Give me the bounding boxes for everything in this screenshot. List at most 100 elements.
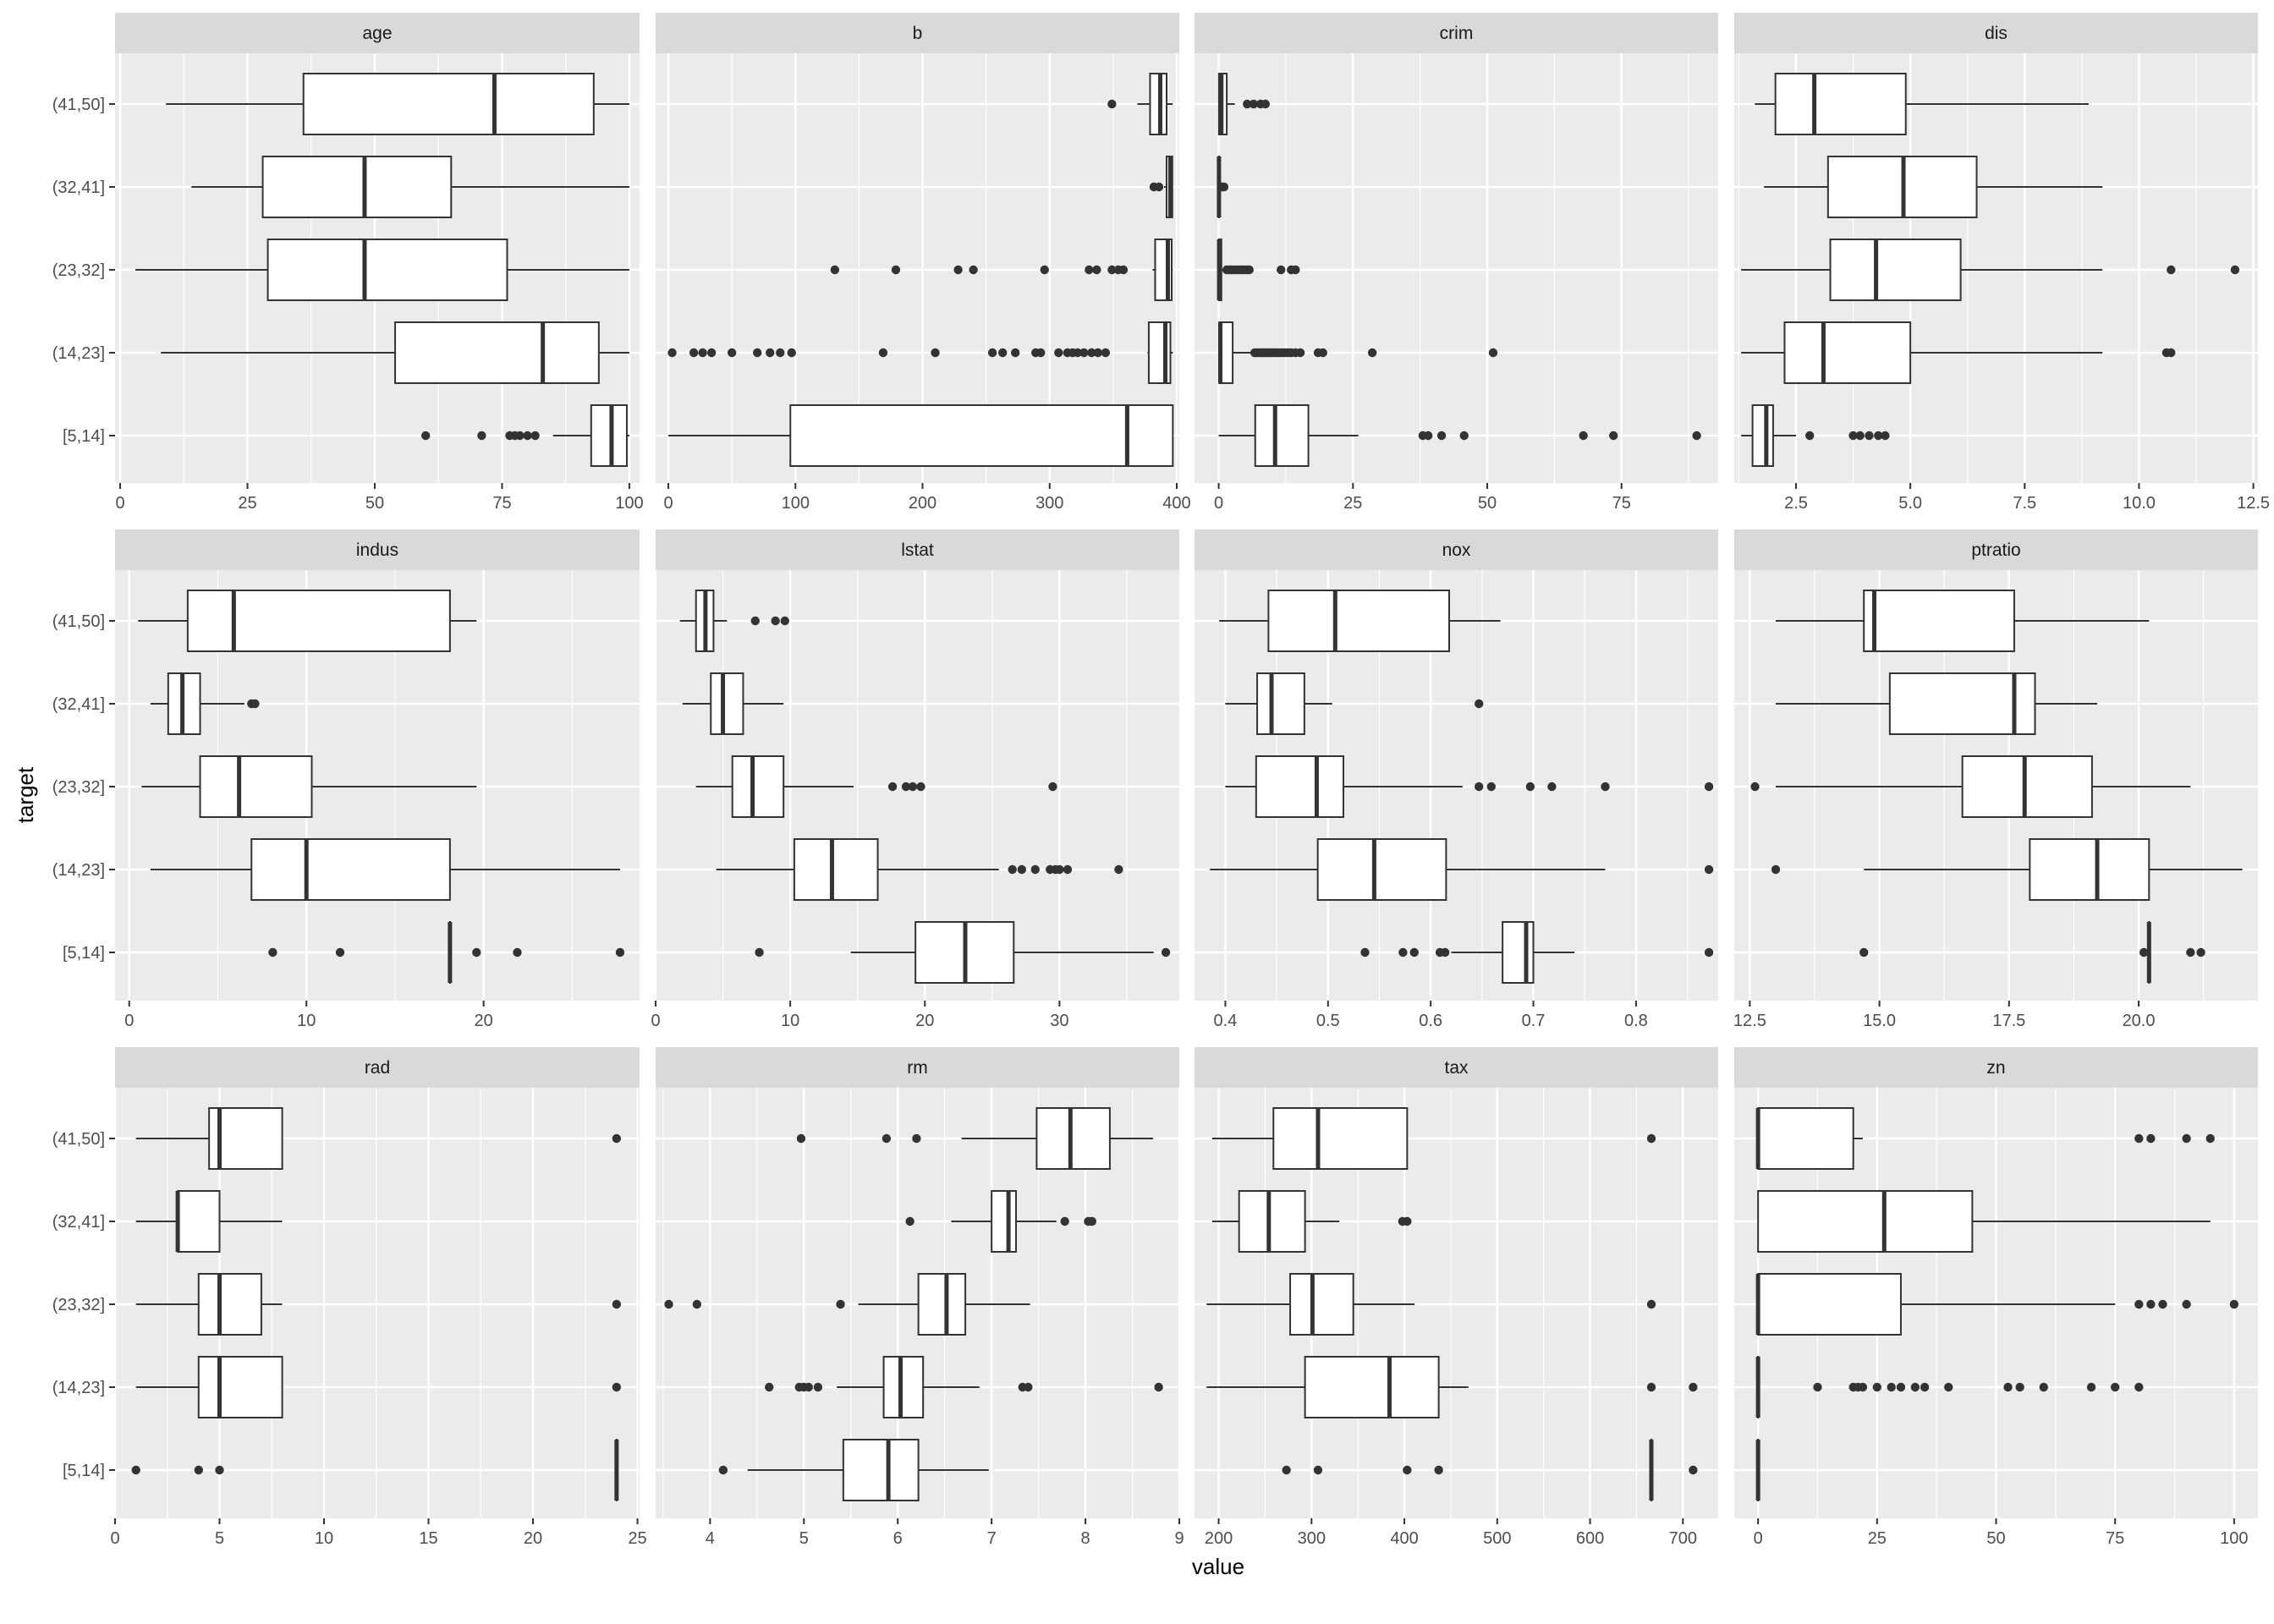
outlier-point [787, 348, 796, 358]
outlier-point [2039, 1382, 2048, 1392]
outlier-point [1475, 699, 1484, 709]
y-tick-label: (14,23] [52, 344, 105, 363]
outlier-point [1848, 431, 1858, 441]
outlier-point [131, 1465, 140, 1475]
facet-strip [1734, 529, 2258, 570]
box-rad-(32,41] [135, 1190, 283, 1253]
panel-background [115, 1088, 640, 1518]
box-iqr [731, 755, 785, 818]
outlier-point [931, 348, 940, 358]
outlier-point [1092, 265, 1101, 275]
y-tick-label: (14,23] [52, 861, 105, 880]
box-iqr [882, 1356, 925, 1418]
y-tick-label: (23,32] [52, 1296, 105, 1314]
x-tick-label: 0 [115, 494, 124, 513]
box-lstat-(14,23] [716, 838, 1123, 901]
box-indus-(23,32] [141, 755, 477, 818]
box-crim-(32,41] [1217, 156, 1229, 218]
x-tick-label: 30 [1050, 1012, 1068, 1030]
box-indus-(41,50] [138, 590, 477, 652]
box-crim-[5,14] [1218, 404, 1701, 467]
facet-panel-crim: crim 0 25 50 75 [1195, 13, 1718, 513]
outlier-point [755, 947, 764, 957]
outlier-point [804, 1382, 814, 1392]
y-tick-label: (41,50] [52, 1130, 105, 1149]
x-tick-label: 8 [1081, 1529, 1090, 1548]
x-tick-label: 10 [781, 1012, 799, 1030]
y-axis-title: target [13, 766, 38, 823]
outlier-point [1030, 864, 1040, 875]
outlier-point [878, 348, 888, 358]
outlier-point [1646, 1382, 1656, 1392]
x-tick-label: 10 [297, 1012, 316, 1030]
box-crim-(41,50] [1217, 73, 1271, 135]
x-tick-label: 2.5 [1784, 494, 1808, 513]
outlier-point [1459, 431, 1469, 441]
y-tick-label: (32,41] [52, 1213, 105, 1232]
outlier-point [882, 1133, 892, 1144]
x-tick-label: 50 [1478, 494, 1497, 513]
outlier-point [1859, 947, 1869, 957]
outlier-point [2167, 348, 2176, 358]
box-iqr [1035, 1107, 1111, 1170]
box-lstat-(23,32] [695, 755, 1057, 818]
x-tick-label: 400 [1162, 494, 1190, 513]
box-lstat-[5,14] [755, 921, 1171, 984]
box-indus-(32,41] [150, 672, 260, 735]
box-rad-(14,23] [135, 1356, 622, 1418]
box-ptratio-(41,50] [1776, 590, 2150, 652]
x-tick-label: 10 [315, 1529, 333, 1548]
outlier-point [1704, 782, 1714, 792]
box-iqr [199, 755, 313, 818]
x-tick-label: 25 [238, 494, 256, 513]
outlier-point [1440, 947, 1450, 957]
box-zn-(32,41] [1757, 1190, 2211, 1253]
box-iqr [1267, 590, 1451, 652]
outlier-point [1249, 99, 1259, 109]
outlier-point [1488, 348, 1498, 358]
x-tick-label: 0 [124, 1012, 134, 1030]
facet-strip [1195, 1047, 1718, 1088]
outlier-point [752, 348, 762, 358]
x-tick-label: 0.5 [1316, 1012, 1340, 1030]
facet-strip [656, 1047, 1179, 1088]
outlier-point [2196, 947, 2205, 957]
outlier-point [1219, 182, 1229, 192]
box-iqr [1304, 1356, 1440, 1418]
box-iqr [1289, 1273, 1354, 1336]
x-tick-label: 0 [1214, 494, 1223, 513]
x-tick-label: 200 [1205, 1529, 1233, 1548]
outlier-point [2134, 1382, 2144, 1392]
outlier-point [1054, 348, 1063, 358]
facet-panel-rm: rm 4 5 6 7 8 9 [656, 1047, 1184, 1548]
outlier-point [887, 782, 898, 792]
x-tick-label: 75 [492, 494, 511, 513]
outlier-point [905, 1216, 915, 1226]
outlier-point [1367, 348, 1377, 358]
x-tick-label: 5 [215, 1529, 224, 1548]
x-tick-label: 7.5 [2013, 494, 2036, 513]
box-iqr [302, 73, 595, 135]
outlier-point [1101, 348, 1111, 358]
box-zn-(14,23] [1755, 1356, 2144, 1418]
outlier-point [1887, 1382, 1896, 1392]
facet-strip-label: ptratio [1971, 540, 2020, 560]
x-tick-label: 0 [663, 494, 673, 513]
outlier-point [1692, 431, 1701, 441]
box-tax-[5,14] [1282, 1439, 1698, 1501]
outlier-point [1063, 864, 1073, 875]
facet-panel-indus: indus 0 10 20 [5,14] (14,23] (23,32] (32,41] (41… [52, 529, 640, 1030]
box-iqr [1316, 838, 1447, 901]
facet-strip [656, 529, 1179, 570]
outlier-point [1910, 1382, 1920, 1392]
box-lstat-(32,41] [682, 672, 784, 735]
facet-strip-label: indus [356, 540, 398, 560]
box-iqr [261, 156, 453, 218]
facet-panel-rad: rad 0 5 10 15 20 25 [5,14] (14,23] (23,32] (32,41]… [52, 1047, 647, 1548]
box-iqr [1961, 755, 2093, 818]
outlier-point [689, 348, 699, 358]
box-ptratio-[5,14] [1859, 921, 2205, 984]
box-iqr [793, 838, 879, 901]
outlier-point [2134, 1133, 2144, 1144]
